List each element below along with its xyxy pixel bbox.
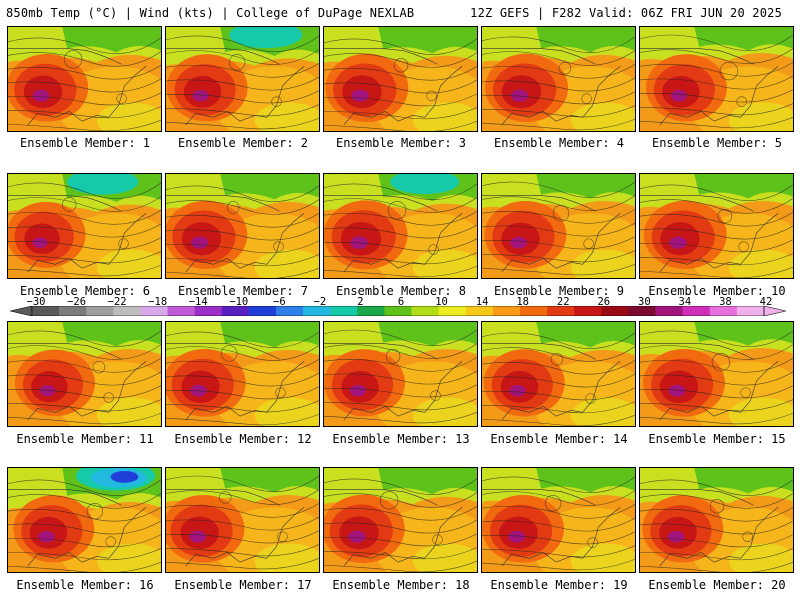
ensemble-member-map bbox=[323, 26, 478, 132]
colorbar-tick-label: −26 bbox=[67, 296, 87, 308]
ensemble-member-label: Ensemble Member: 4 bbox=[493, 136, 625, 150]
ensemble-member-label: Ensemble Member: 1 bbox=[19, 136, 151, 150]
ensemble-member-map bbox=[165, 173, 320, 279]
ensemble-member-label: Ensemble Member: 9 bbox=[493, 284, 625, 298]
ensemble-member-label: Ensemble Member: 8 bbox=[335, 284, 467, 298]
ensemble-member-map bbox=[165, 26, 320, 132]
ensemble-member-label: Ensemble Member: 11 bbox=[16, 432, 154, 446]
colorbar-tick-label: 34 bbox=[678, 296, 692, 308]
ensemble-member-label: Ensemble Member: 15 bbox=[648, 432, 786, 446]
colorbar-tick-label: 26 bbox=[597, 296, 611, 308]
colorbar-tick-label: 42 bbox=[759, 296, 773, 308]
ensemble-member-label: Ensemble Member: 18 bbox=[332, 578, 470, 592]
ensemble-member-map bbox=[481, 26, 636, 132]
ensemble-member-label: Ensemble Member: 17 bbox=[174, 578, 312, 592]
colorbar-tick-label: −14 bbox=[188, 296, 208, 308]
ensemble-member-label: Ensemble Member: 10 bbox=[648, 284, 786, 298]
colorbar-tick-label: −22 bbox=[107, 296, 127, 308]
map-title: 850mb Temp (°C) | Wind (kts) | College o… bbox=[6, 6, 415, 20]
ensemble-member-map bbox=[7, 321, 162, 427]
colorbar-tick-label: 14 bbox=[475, 296, 489, 308]
colorbar-tick-label: 22 bbox=[556, 296, 570, 308]
ensemble-member-map bbox=[639, 173, 794, 279]
ensemble-member-map bbox=[481, 173, 636, 279]
temperature-colorbar bbox=[10, 306, 786, 316]
colorbar-tick-label: −6 bbox=[273, 296, 286, 308]
ensemble-member-map bbox=[165, 321, 320, 427]
ensemble-member-label: Ensemble Member: 14 bbox=[490, 432, 628, 446]
colorbar-tick-label: 18 bbox=[516, 296, 529, 308]
ensemble-member-label: Ensemble Member: 2 bbox=[177, 136, 309, 150]
ensemble-member-label: Ensemble Member: 6 bbox=[19, 284, 151, 298]
ensemble-member-map bbox=[7, 173, 162, 279]
ensemble-member-map bbox=[481, 321, 636, 427]
ensemble-member-label: Ensemble Member: 16 bbox=[16, 578, 154, 592]
colorbar-tick-label: 2 bbox=[357, 296, 364, 308]
ensemble-member-map bbox=[165, 467, 320, 573]
ensemble-member-label: Ensemble Member: 13 bbox=[332, 432, 470, 446]
colorbar-tick-label: 6 bbox=[397, 296, 405, 308]
ensemble-member-map bbox=[7, 467, 162, 573]
ensemble-member-map bbox=[481, 467, 636, 573]
colorbar-tick-label: −10 bbox=[229, 296, 249, 308]
colorbar-tick-label: −18 bbox=[148, 296, 168, 308]
colorbar-tick-label: 30 bbox=[638, 296, 651, 308]
ensemble-member-map bbox=[323, 321, 478, 427]
colorbar-tick-label: 38 bbox=[719, 296, 732, 308]
ensemble-member-map bbox=[639, 26, 794, 132]
ensemble-member-label: Ensemble Member: 20 bbox=[648, 578, 786, 592]
ensemble-member-label: Ensemble Member: 12 bbox=[174, 432, 312, 446]
ensemble-member-map bbox=[639, 467, 794, 573]
ensemble-member-label: Ensemble Member: 19 bbox=[490, 578, 628, 592]
colorbar-tick-label: −2 bbox=[313, 296, 327, 308]
ensemble-member-map bbox=[639, 321, 794, 427]
colorbar-tick-label: 10 bbox=[435, 296, 448, 308]
ensemble-member-label: Ensemble Member: 7 bbox=[177, 284, 309, 298]
ensemble-member-map bbox=[7, 26, 162, 132]
ensemble-member-map bbox=[323, 173, 478, 279]
ensemble-member-label: Ensemble Member: 5 bbox=[651, 136, 783, 150]
run-info: 12Z GEFS | F282 Valid: 06Z FRI JUN 20 20… bbox=[470, 6, 782, 20]
colorbar-tick-label: −30 bbox=[26, 296, 46, 308]
ensemble-member-label: Ensemble Member: 3 bbox=[335, 136, 467, 150]
ensemble-member-map bbox=[323, 467, 478, 573]
